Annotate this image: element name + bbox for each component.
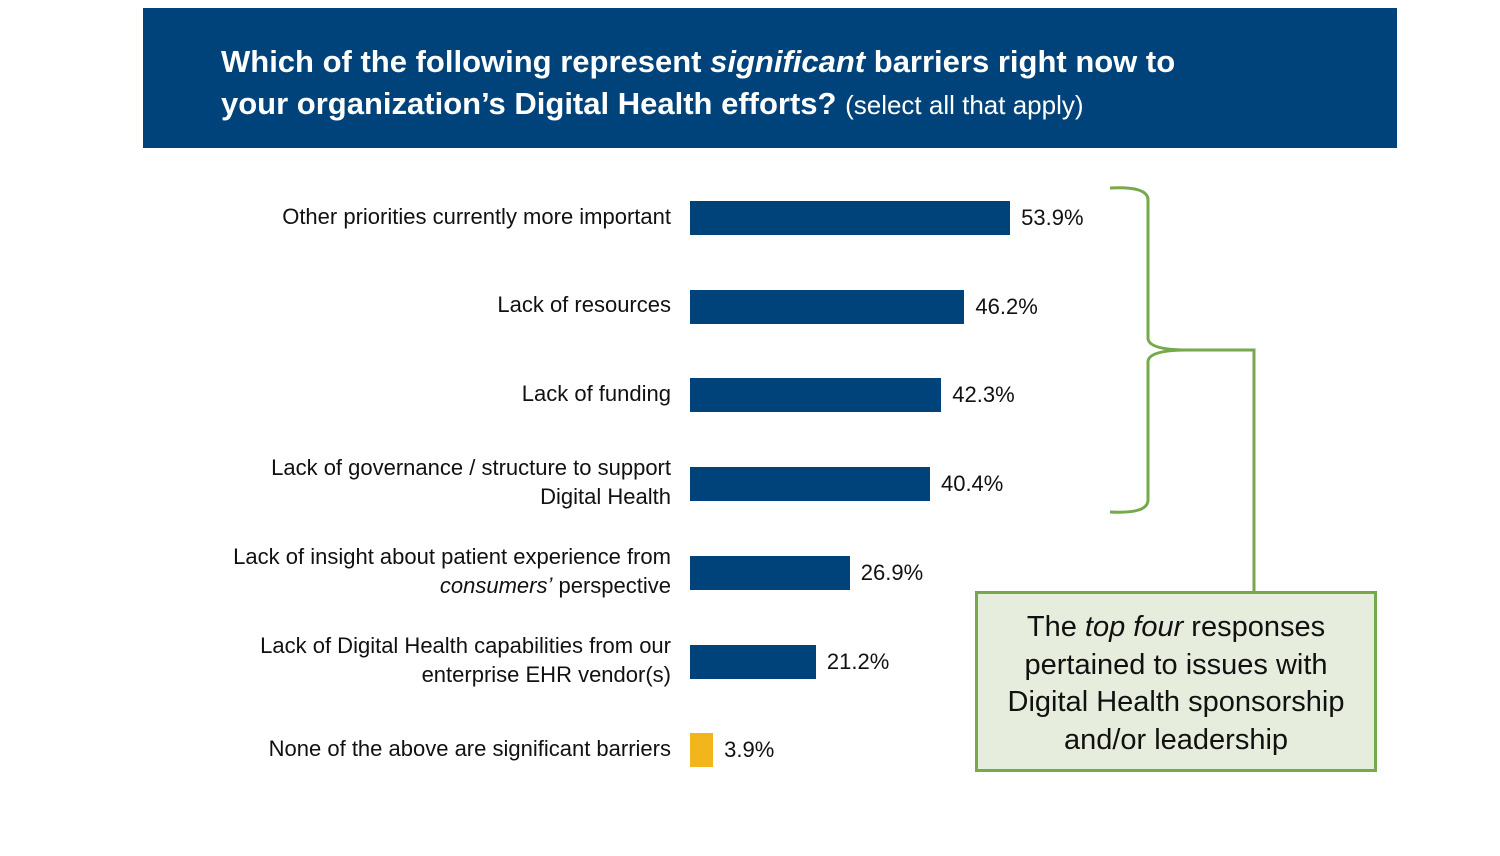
category-label: Lack of insight about patient experience… [233,542,671,600]
title-text: your organization’s Digital Health effor… [221,86,846,121]
category-label: Lack of funding [522,379,671,408]
value-label: 40.4% [940,471,1004,497]
bar [690,201,1011,235]
category-label: Lack of resources [497,290,671,319]
title-banner: Which of the following represent signifi… [143,8,1397,148]
callout-box: The top four responses pertained to issu… [975,591,1377,772]
callout-text: pertained to issues with [1024,648,1328,681]
label-segment: Lack of funding [521,380,671,406]
curly-bracket [1109,186,1189,514]
label-segment: Lack of Digital Health capabilities from… [260,632,671,658]
category-label: Lack of governance / structure to suppor… [271,453,671,511]
callout-emphasis: top four [1084,611,1184,643]
category-label-line: Lack of governance / structure to suppor… [271,453,671,482]
title-line-1: Which of the following represent signifi… [221,41,1397,83]
connector-line [1188,348,1256,591]
bar [690,467,930,502]
label-segment: Digital Health [540,484,671,510]
bar [690,555,850,590]
callout-text: The [1026,611,1085,643]
label-segment: perspective [552,572,671,598]
category-label: Lack of Digital Health capabilities from… [260,631,671,689]
category-label-line: Other priorities currently more importan… [282,202,671,231]
label-segment: enterprise EHR vendor(s) [421,661,671,687]
label-segment: Lack of governance / structure to suppor… [271,455,671,481]
value-label: 42.3% [952,382,1015,408]
value-label: 46.2% [975,293,1038,319]
label-segment: Other priorities currently more importan… [282,203,671,229]
title-text: Which of the following represent [221,44,711,79]
value-label: 21.2% [826,648,890,674]
title-subtitle: (select all that apply) [845,90,1084,120]
category-label: None of the above are significant barrie… [269,734,671,763]
callout-text: responses [1183,611,1326,643]
category-label-line: None of the above are significant barrie… [269,734,671,763]
category-label: Other priorities currently more importan… [282,202,671,231]
value-label: 26.9% [860,559,924,585]
category-label-line: Lack of resources [497,290,671,319]
label-segment: Lack of resources [497,292,671,318]
bar [690,733,714,768]
label-segment: Lack of insight about patient experience… [233,543,671,569]
value-label: 53.9% [1021,205,1084,230]
category-label-line: Lack of Digital Health capabilities from… [260,631,671,660]
title-emphasis: significant [710,44,866,79]
label-segment: consumers’ [439,572,553,598]
bar [690,644,816,679]
category-label-line: Lack of insight about patient experience… [233,542,671,571]
category-label-line: enterprise EHR vendor(s) [260,660,671,689]
bar [690,378,942,413]
category-label-line: consumers’ perspective [233,571,671,600]
title-text: barriers right now to [865,44,1176,79]
value-label: 3.9% [724,737,775,763]
callout-text: Digital Health sponsorship [1007,686,1345,718]
label-segment: None of the above are significant barrie… [268,735,671,761]
category-label-line: Digital Health [271,482,671,511]
callout-text: and/or leadership [1063,723,1289,756]
category-label-line: Lack of funding [522,379,671,408]
bar [690,289,965,324]
title-line-2: your organization’s Digital Health effor… [221,83,1397,126]
